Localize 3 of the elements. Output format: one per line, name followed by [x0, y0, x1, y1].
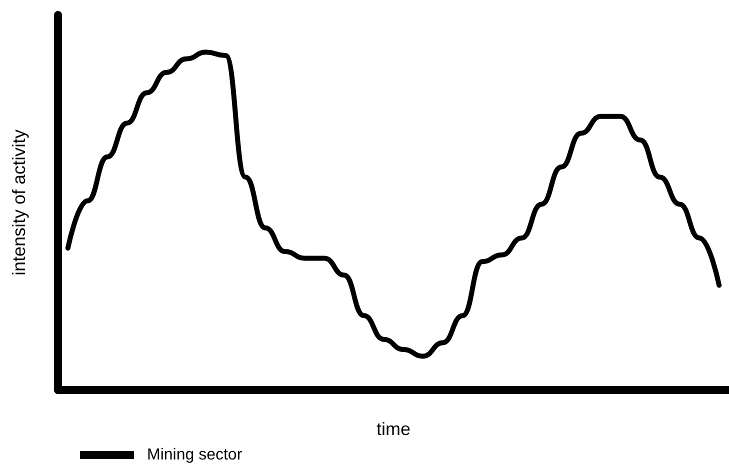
legend-label: Mining sector [147, 446, 243, 464]
x-axis-title: time [376, 419, 411, 439]
y-axis-title: intensity of activity [9, 129, 29, 276]
